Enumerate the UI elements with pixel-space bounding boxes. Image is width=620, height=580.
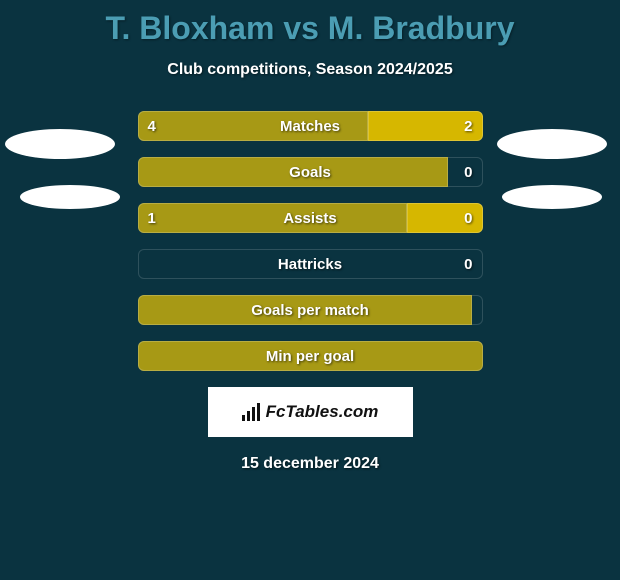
stat-row: Assists1 0 — [138, 203, 483, 233]
stat-value-right: 2 — [464, 111, 472, 141]
player-left-silhouette-1 — [5, 129, 115, 159]
stat-label: Goals — [138, 157, 483, 187]
stat-label: Hattricks — [138, 249, 483, 279]
stat-value-left: 1 — [148, 203, 156, 233]
stat-row: Goals per match — [138, 295, 483, 325]
comparison-title: T. Bloxham vs M. Bradbury — [0, 0, 620, 47]
player-left-silhouette-2 — [20, 185, 120, 209]
stat-row: Min per goal — [138, 341, 483, 371]
stat-label: Goals per match — [138, 295, 483, 325]
logo-text: FcTables.com — [266, 402, 379, 422]
comparison-subtitle: Club competitions, Season 2024/2025 — [0, 61, 620, 79]
stat-value-left: 4 — [148, 111, 156, 141]
comparison-chart: Matches42Goals0Assists10Hattricks0Goals … — [0, 111, 620, 473]
stat-value-right: 0 — [464, 249, 472, 279]
stat-row: Matches4 2 — [138, 111, 483, 141]
stat-row: Hattricks0 — [138, 249, 483, 279]
stat-label: Assists — [138, 203, 483, 233]
stat-value-right: 0 — [464, 157, 472, 187]
date-text: 15 december 2024 — [0, 455, 620, 473]
stat-label: Min per goal — [138, 341, 483, 371]
stat-value-right: 0 — [464, 203, 472, 233]
stat-row: Goals0 — [138, 157, 483, 187]
logo-bars-icon — [242, 403, 260, 421]
fctables-logo: FcTables.com — [208, 387, 413, 437]
player-right-silhouette-1 — [497, 129, 607, 159]
stat-label: Matches — [138, 111, 483, 141]
player-right-silhouette-2 — [502, 185, 602, 209]
